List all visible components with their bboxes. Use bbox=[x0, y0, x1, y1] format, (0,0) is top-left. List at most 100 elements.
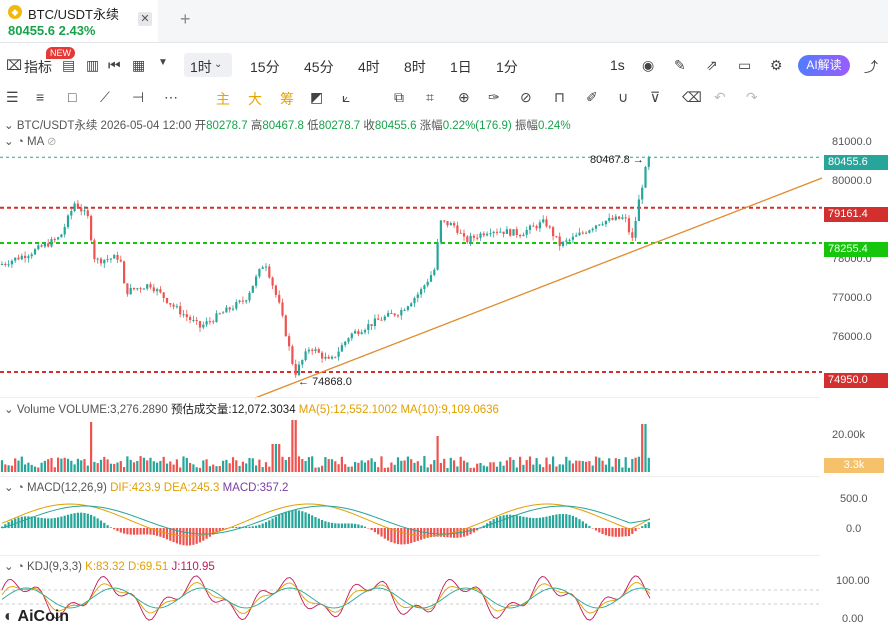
timeframe-1m[interactable]: 1分 bbox=[496, 59, 518, 75]
zoom-icon[interactable]: ⊕ bbox=[458, 89, 470, 105]
volume-bar bbox=[297, 456, 301, 472]
ruler-icon[interactable]: ⌗ bbox=[426, 89, 434, 105]
rectangle-icon[interactable]: □ bbox=[68, 89, 77, 105]
undo-icon[interactable]: ↶ bbox=[714, 89, 726, 105]
volume-bar bbox=[647, 457, 650, 472]
candle-body bbox=[288, 336, 291, 347]
candle-body bbox=[251, 285, 254, 293]
line-tool-icon[interactable]: ⟋ bbox=[100, 89, 110, 105]
candle-body bbox=[647, 156, 650, 167]
macd-bar bbox=[571, 515, 574, 528]
pen-icon[interactable]: ✎ bbox=[674, 57, 686, 73]
volume-bar bbox=[241, 461, 244, 472]
candle-body bbox=[377, 318, 380, 320]
macd-bar bbox=[380, 528, 383, 537]
big-order-button[interactable]: 大 bbox=[248, 91, 262, 107]
close-tab-icon[interactable]: ✕ bbox=[138, 12, 152, 26]
indicator-toggle-icon[interactable]: ◩ bbox=[310, 89, 324, 105]
horizontal-line-icon[interactable]: ⊣ bbox=[132, 89, 145, 105]
volume-bar bbox=[367, 460, 370, 472]
template-icon[interactable]: ▭ bbox=[738, 57, 752, 73]
macd-bar bbox=[109, 527, 112, 528]
volume-bar bbox=[208, 466, 211, 472]
indicator-icon[interactable]: ⌧ bbox=[6, 57, 23, 73]
volume-bar bbox=[43, 460, 46, 472]
volume-bar bbox=[146, 460, 149, 472]
visibility-icon[interactable]: ⊘ bbox=[520, 89, 532, 105]
trend-chart-icon[interactable]: ⤴ bbox=[864, 59, 878, 75]
timeframe-4h[interactable]: 4时 bbox=[358, 59, 380, 75]
redo-icon[interactable]: ↷ bbox=[746, 89, 758, 105]
volume-bar bbox=[482, 465, 485, 472]
timeframe-15m[interactable]: 15分 bbox=[250, 59, 280, 75]
macd-bar bbox=[189, 528, 192, 546]
timeframe-8h[interactable]: 8时 bbox=[404, 59, 426, 75]
volume-bar bbox=[519, 456, 522, 472]
grid-icon[interactable]: ▥ bbox=[86, 57, 100, 73]
macd-bar bbox=[565, 514, 568, 528]
volume-bar bbox=[528, 456, 532, 472]
volume-bar bbox=[429, 464, 433, 472]
volume-bar bbox=[330, 459, 334, 472]
share-icon[interactable]: ⇗ bbox=[706, 57, 718, 73]
macd-bar bbox=[175, 528, 178, 544]
volume-bar bbox=[373, 461, 376, 472]
indicator-button[interactable]: 指标 bbox=[24, 59, 52, 75]
list-icon[interactable]: ≡ bbox=[36, 89, 45, 105]
candle-body bbox=[264, 266, 268, 268]
volume-bar bbox=[86, 465, 89, 472]
candle-body bbox=[248, 292, 251, 301]
main-force-button[interactable]: 主 bbox=[216, 91, 230, 107]
volume-bar bbox=[608, 458, 611, 472]
open-value: 80278.7 bbox=[206, 120, 248, 132]
chart-settings-icon[interactable]: ▦ bbox=[132, 57, 146, 73]
ma-legend[interactable]: ⌄ ◔ MA ⊘ bbox=[4, 136, 57, 148]
candle-body bbox=[429, 275, 433, 282]
timeframe-45m[interactable]: 45分 bbox=[304, 59, 334, 75]
macd-bar bbox=[60, 516, 63, 528]
macd-bar bbox=[634, 528, 637, 532]
volume-bar bbox=[96, 463, 99, 472]
symbol-tab[interactable] bbox=[0, 0, 158, 42]
chip-button[interactable]: 筹 bbox=[280, 91, 294, 107]
brush-icon[interactable]: ✑ bbox=[488, 89, 500, 105]
filter-icon[interactable]: ⊽ bbox=[650, 89, 661, 105]
chevron-down-icon[interactable]: ▼ bbox=[158, 57, 168, 68]
collapse-chevron-icon[interactable]: ⌄ bbox=[4, 120, 14, 132]
more-icon[interactable]: ⋯ bbox=[164, 89, 178, 105]
candle-body bbox=[578, 232, 581, 236]
layout-icon[interactable]: ▤ bbox=[62, 57, 76, 73]
macd-bar bbox=[528, 517, 532, 528]
volume-bar bbox=[555, 466, 558, 472]
volume-bar bbox=[70, 460, 73, 472]
trash-icon[interactable]: ⌫ bbox=[682, 89, 702, 105]
volume-bar bbox=[73, 464, 76, 472]
ai-analysis-button[interactable]: AI解读 bbox=[798, 55, 850, 76]
macd-bar bbox=[264, 522, 268, 528]
candle-body bbox=[156, 289, 159, 292]
add-tab-icon[interactable]: + bbox=[180, 9, 191, 29]
interval-1s[interactable]: 1s bbox=[610, 57, 625, 73]
macd-bar bbox=[618, 528, 621, 537]
volume-bar bbox=[443, 458, 446, 472]
measure-icon[interactable]: ⟀ bbox=[342, 89, 351, 105]
macd-bar bbox=[443, 528, 446, 537]
macd-bar bbox=[119, 528, 122, 533]
rewind-icon[interactable]: ⏮ bbox=[108, 57, 121, 73]
candle-body bbox=[0, 263, 4, 265]
edit-icon[interactable]: ✐ bbox=[586, 89, 598, 105]
menu-icon[interactable]: ☰ bbox=[6, 89, 19, 105]
timeframe-1h[interactable]: 1时 bbox=[190, 59, 212, 75]
settings-icon[interactable]: ⚙ bbox=[770, 57, 783, 73]
timeframe-1d[interactable]: 1日 bbox=[450, 59, 472, 75]
copy-icon[interactable]: ⧉ bbox=[394, 89, 404, 105]
candle-body bbox=[182, 314, 185, 316]
macd-bar bbox=[585, 523, 588, 528]
lock-icon[interactable]: ⊓ bbox=[554, 89, 565, 105]
magnet-icon[interactable]: ∪ bbox=[618, 89, 629, 105]
timeframe-chevron-icon[interactable]: ⌄ bbox=[214, 59, 223, 70]
eye-icon[interactable]: ⊘ bbox=[46, 136, 57, 148]
camera-icon[interactable]: ◉ bbox=[642, 57, 655, 73]
candle-body bbox=[7, 264, 10, 266]
